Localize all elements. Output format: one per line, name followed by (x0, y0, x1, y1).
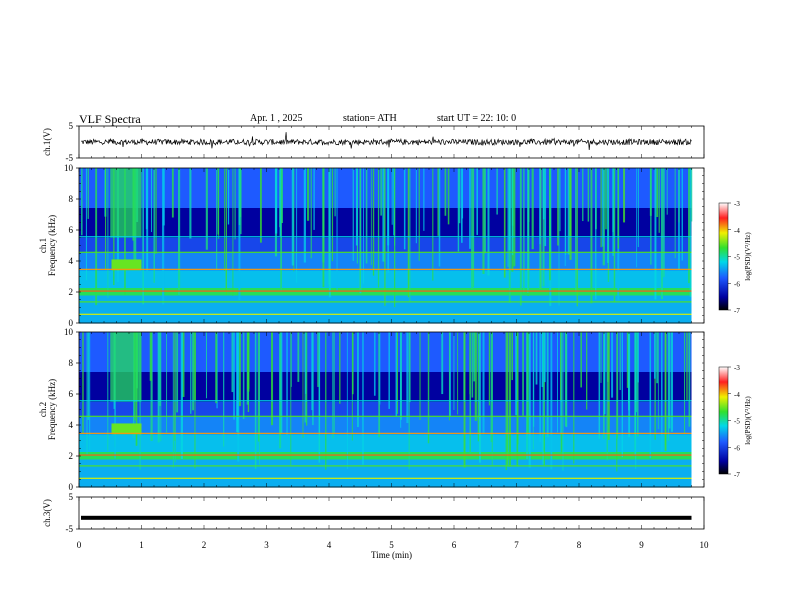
ylabel: ch.2 (38, 402, 48, 417)
ytick-label: 5 (69, 121, 74, 131)
ytick-label: -5 (66, 153, 74, 163)
colorbar-label: log(PSD)(V²/Hz) (744, 232, 752, 281)
colorbar-tick-label: -3 (734, 364, 740, 372)
colorbar-tick-label: -6 (734, 280, 740, 288)
ylabel: ch.3(V) (42, 499, 52, 527)
ytick-label: 4 (69, 256, 74, 266)
xtick-label: 5 (389, 540, 394, 550)
xtick-label: 10 (700, 540, 710, 550)
xtick-label: 9 (639, 540, 644, 550)
colorbar (718, 202, 729, 311)
header-start-time: start UT = 22: 10: 0 (437, 113, 517, 124)
ylabel: ch.1 (38, 238, 48, 253)
ytick-label: 0 (69, 318, 74, 328)
xtick-label: 6 (452, 540, 457, 550)
spectrogram-ch2 (78, 167, 705, 324)
colorbar-tick-label: -5 (734, 418, 740, 426)
xtick-label: 3 (264, 540, 269, 550)
xtick-label: 0 (77, 540, 82, 550)
ytick-label: 6 (69, 389, 74, 399)
colorbar-tick-label: -4 (734, 391, 740, 399)
ytick-label: 4 (69, 420, 74, 430)
xtick-label: 4 (327, 540, 332, 550)
colorbar-label: log(PSD)(V²/Hz) (744, 396, 752, 445)
xtick-label: 2 (202, 540, 207, 550)
ylabel: Frequency (kHz) (47, 379, 57, 440)
waveform-ch3 (78, 496, 705, 530)
ytick-label: 2 (69, 287, 74, 297)
header-date: Apr. 1 , 2025 (250, 113, 303, 124)
colorbar-tick-label: -7 (734, 471, 740, 479)
ylabel: Frequency (kHz) (47, 215, 57, 276)
colorbar-tick-label: -4 (734, 227, 740, 235)
xaxis-label: Time (min) (371, 550, 412, 560)
ytick-label: 10 (64, 163, 74, 173)
ylabel: ch.1(V) (42, 128, 52, 156)
ytick-label: 0 (69, 482, 74, 492)
waveform-ch1 (78, 125, 705, 159)
header-station: station= ATH (343, 113, 397, 124)
colorbar-tick-label: -6 (734, 444, 740, 452)
xtick-label: 1 (139, 540, 144, 550)
xtick-label: 7 (514, 540, 519, 550)
xtick-label: 8 (577, 540, 582, 550)
chart-title: VLF Spectra (79, 112, 141, 126)
spectrogram-ch3 (78, 331, 705, 488)
ytick-label: 10 (64, 327, 74, 337)
ytick-label: 6 (69, 225, 74, 235)
colorbar-tick-label: -5 (734, 254, 740, 262)
colorbar (718, 366, 729, 475)
ytick-label: 8 (69, 194, 74, 204)
colorbar-tick-label: -7 (734, 307, 740, 315)
ytick-label: 5 (69, 492, 74, 502)
ytick-label: 8 (69, 358, 74, 368)
ytick-label: 2 (69, 451, 74, 461)
colorbar-tick-label: -3 (734, 200, 740, 208)
ytick-label: -5 (66, 524, 74, 534)
